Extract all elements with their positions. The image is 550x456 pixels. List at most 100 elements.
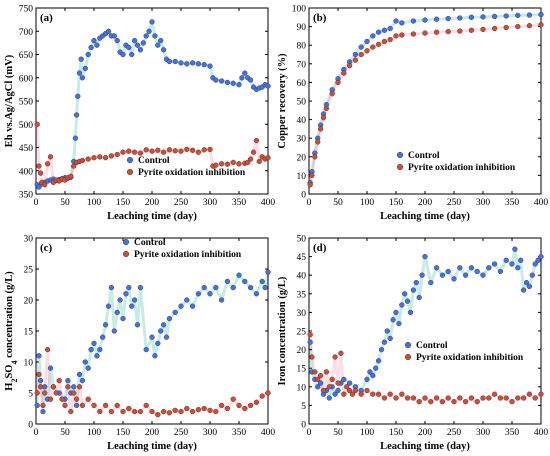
y-tick-label: 10: [24, 359, 34, 369]
data-point-inhibition: [37, 170, 44, 176]
data-point-control: [152, 353, 158, 359]
data-point-control: [315, 384, 321, 390]
data-point-inhibition: [218, 402, 225, 409]
data-point-inhibition: [85, 396, 91, 402]
data-point-inhibition: [230, 159, 236, 166]
data-point-inhibition: [242, 405, 248, 412]
data-point-control: [36, 353, 42, 359]
data-point-control: [72, 135, 79, 141]
y-tick-label: 90: [297, 23, 307, 33]
y-axis-title: H2SO4 concentration (g/L): [4, 271, 19, 391]
y-tick-label: 5: [28, 390, 33, 400]
data-point-inhibition: [538, 391, 544, 397]
x-tick-label: 400: [534, 198, 549, 208]
data-point-control: [433, 265, 440, 271]
data-point-control: [91, 340, 97, 347]
data-point-control: [265, 83, 271, 89]
data-point-inhibition: [399, 32, 405, 38]
data-point-control: [538, 253, 544, 260]
data-point-inhibition: [65, 384, 71, 390]
data-point-control: [509, 261, 515, 267]
data-point-inhibition: [312, 369, 318, 375]
data-point-control: [419, 272, 425, 278]
data-point-inhibition: [53, 390, 59, 396]
data-point-inhibition: [520, 395, 527, 401]
data-point-inhibition: [462, 399, 469, 405]
data-point-control: [137, 284, 144, 291]
data-point-inhibition: [114, 151, 120, 158]
series-band-inhibition: [35, 348, 269, 417]
x-tick-label: 250: [447, 198, 462, 208]
data-point-control: [85, 51, 91, 58]
data-point-control: [526, 12, 533, 18]
data-point-control: [178, 60, 184, 66]
data-point-inhibition: [137, 150, 144, 156]
data-point-control: [140, 40, 146, 46]
data-point-inhibition: [526, 23, 533, 29]
data-point-control: [474, 268, 480, 275]
data-point-control: [413, 279, 419, 286]
y-tick-label: 0: [28, 421, 33, 431]
x-tick-label: 0: [34, 428, 39, 438]
x-tick-label: 100: [360, 198, 375, 208]
data-point-control: [242, 70, 248, 76]
data-point-control: [137, 47, 144, 53]
data-point-inhibition: [364, 387, 370, 394]
data-point-inhibition: [189, 408, 196, 415]
data-point-inhibition: [399, 391, 405, 397]
data-point-control: [335, 387, 341, 394]
data-point-control: [143, 33, 149, 39]
data-point-control: [88, 44, 94, 51]
data-point-inhibition: [102, 402, 109, 409]
data-point-inhibition: [120, 149, 126, 155]
data-point-control: [166, 315, 173, 322]
data-point-inhibition: [370, 391, 376, 397]
x-tick-label: 350: [505, 198, 520, 208]
data-point-control: [105, 28, 112, 34]
data-point-control: [149, 334, 155, 340]
data-point-control: [404, 298, 411, 304]
data-point-inhibition: [329, 90, 335, 97]
data-point-inhibition: [457, 395, 463, 401]
data-point-control: [515, 12, 521, 19]
data-point-inhibition: [515, 23, 521, 30]
data-point-inhibition: [230, 396, 236, 402]
data-point-control: [462, 272, 469, 278]
x-tick-label: 0: [307, 428, 312, 438]
data-point-inhibition: [34, 390, 40, 396]
data-point-control: [445, 15, 451, 22]
y-tick-label: 500: [19, 121, 34, 131]
x-tick-label: 50: [333, 198, 343, 208]
data-point-inhibition: [108, 153, 115, 159]
data-point-inhibition: [317, 372, 324, 379]
data-point-inhibition: [307, 332, 313, 338]
data-point-control: [158, 328, 164, 334]
y-tick-label: 70: [297, 60, 307, 70]
data-point-inhibition: [42, 182, 48, 188]
data-point-inhibition: [189, 147, 196, 153]
data-point-inhibition: [468, 395, 475, 401]
data-point-control: [416, 294, 422, 301]
data-point-control: [178, 303, 184, 309]
data-point-inhibition: [404, 395, 411, 401]
data-point-control: [134, 322, 141, 328]
data-point-control: [402, 291, 408, 297]
data-point-control: [468, 265, 475, 271]
x-tick-label: 300: [203, 198, 218, 208]
data-point-control: [358, 44, 364, 50]
data-point-inhibition: [451, 399, 457, 405]
data-point-inhibition: [323, 105, 330, 112]
x-tick-label: 150: [389, 198, 404, 208]
data-point-control: [370, 33, 376, 39]
data-point-inhibition: [68, 173, 74, 179]
data-point-inhibition: [433, 29, 440, 35]
data-point-control: [346, 380, 353, 386]
data-point-inhibition: [341, 70, 347, 76]
data-point-control: [120, 51, 126, 58]
data-point-inhibition: [178, 408, 184, 415]
data-point-inhibition: [253, 399, 260, 405]
legend-marker: [126, 156, 134, 164]
data-point-control: [512, 246, 518, 252]
y-tick-label: 45: [297, 253, 307, 263]
data-point-inhibition: [387, 391, 393, 397]
